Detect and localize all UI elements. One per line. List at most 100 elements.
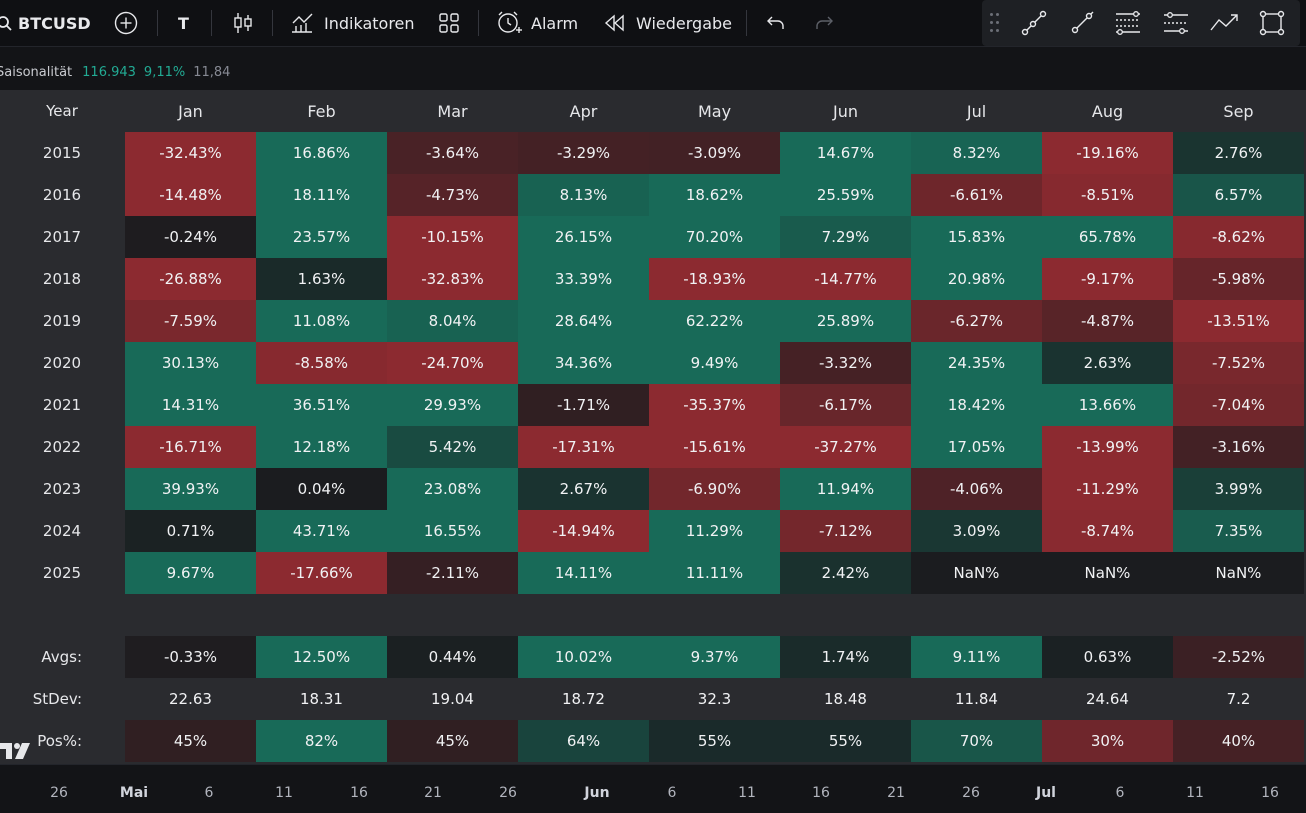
return-cell: -3.16% [1173,426,1304,468]
fib-retracement-tool[interactable] [1110,6,1146,40]
return-cell: -13.99% [1042,426,1173,468]
return-cell: -16.71% [125,426,256,468]
compare-symbol-button[interactable] [114,0,138,46]
time-axis[interactable]: 26 Mai 6 11 16 21 26 Jun 6 11 16 21 26 Jul 6 11 16 [0,764,1306,813]
return-cell: 24.35% [911,342,1042,384]
stdev-cell: 24.64 [1086,690,1129,708]
ray-icon [1071,11,1094,34]
return-cell: 12.18% [256,426,387,468]
year-label: 2015 [42,144,82,162]
avgs-cell: 9.11% [911,636,1042,678]
return-cell: 8.04% [387,300,518,342]
return-cell: 14.67% [780,132,911,174]
return-cell: 8.13% [518,174,649,216]
return-cell: 14.31% [125,384,256,426]
redo-icon [816,16,833,29]
indicator-name: Saisonalität [0,64,73,80]
indicator-value-3: 11,84 [193,64,231,80]
return-cell: -9.17% [1042,258,1173,300]
seasonality-table: Year Jan Feb Mar Apr May Jun Jul Aug Sep 2015 -32.… [0,90,1306,764]
time-axis-label: 21 [887,785,905,801]
replay-button[interactable]: Wiedergabe [604,0,732,46]
redo-button[interactable] [814,0,834,46]
return-cell: -8.62% [1173,216,1304,258]
return-cell: 70.20% [649,216,780,258]
return-cell: -32.43% [125,132,256,174]
time-axis-label: 26 [50,785,68,801]
indicators-button[interactable]: Indikatoren [290,0,415,46]
return-cell: 30.13% [125,342,256,384]
alarm-clock-icon [498,11,522,33]
stdev-cell: 32.3 [697,690,732,708]
drag-handle-icon[interactable] [990,13,1000,33]
return-cell: -14.94% [518,510,649,552]
interval-label: T [178,13,189,33]
toolbar-divider [746,10,747,36]
indicator-legend[interactable]: Saisonalität 116.943 9,11% 11,84 [0,58,230,86]
path-tool[interactable] [1206,6,1242,40]
return-cell: 3.09% [911,510,1042,552]
pos-cell: 55% [780,720,911,762]
return-cell: 23.57% [256,216,387,258]
undo-button[interactable] [766,0,786,46]
time-axis-label: 11 [1186,785,1204,801]
alert-button[interactable]: Alarm [496,0,578,46]
return-cell: -4.06% [911,468,1042,510]
pos-cell: 45% [387,720,518,762]
return-cell: 2.63% [1042,342,1173,384]
toolbar-divider [478,10,479,36]
drawing-toolbar [982,0,1300,46]
indicator-value-1: 116.943 [82,64,136,80]
return-cell: 17.05% [911,426,1042,468]
return-cell: NaN% [1173,552,1304,594]
time-axis-label: 6 [204,785,214,801]
parallel-channel-tool[interactable] [1158,6,1194,40]
return-cell: -8.51% [1042,174,1173,216]
return-cell: 1.63% [256,258,387,300]
trend-line-tool[interactable] [1016,6,1052,40]
time-axis-label: 16 [812,785,830,801]
pos-cell: 55% [649,720,780,762]
time-axis-label: 21 [424,785,442,801]
return-cell: 29.93% [387,384,518,426]
undo-icon [767,16,784,29]
symbol-search-button[interactable]: BTCUSD [0,0,91,46]
indicators-icon [292,13,313,33]
pos-cell: 30% [1042,720,1173,762]
avgs-cell: -0.33% [125,636,256,678]
pos-label: Pos%: [37,732,82,750]
time-axis-label: 11 [275,785,293,801]
return-cell: 14.11% [518,552,649,594]
month-header: Aug [1091,101,1124,121]
interval-button[interactable]: T [178,0,189,46]
return-cell: -13.51% [1173,300,1304,342]
templates-button[interactable] [438,0,460,46]
year-column-header: Year [46,102,78,120]
rectangle-icon [1259,10,1285,36]
time-axis-label: 26 [962,785,980,801]
return-cell: 13.66% [1042,384,1173,426]
return-cell: 11.29% [649,510,780,552]
stdev-cell: 18.31 [300,690,343,708]
year-label: 2018 [42,270,82,288]
return-cell: -6.90% [649,468,780,510]
return-cell: -5.98% [1173,258,1304,300]
path-icon [1210,14,1238,31]
return-cell: 26.15% [518,216,649,258]
toolbar-divider [211,10,212,36]
ray-tool[interactable] [1064,6,1100,40]
return-cell: 2.42% [780,552,911,594]
return-cell: 0.04% [256,468,387,510]
toolbar-divider [157,10,158,36]
return-cell: NaN% [911,552,1042,594]
return-cell: -37.27% [780,426,911,468]
return-cell: -17.66% [256,552,387,594]
trend-line-icon [1021,10,1047,36]
return-cell: -1.71% [518,384,649,426]
year-label: 2023 [42,480,82,498]
month-header: Apr [569,101,598,121]
month-header: Jun [833,101,858,121]
rectangle-tool[interactable] [1254,6,1290,40]
chart-type-button[interactable] [232,0,254,46]
return-cell: -8.58% [256,342,387,384]
